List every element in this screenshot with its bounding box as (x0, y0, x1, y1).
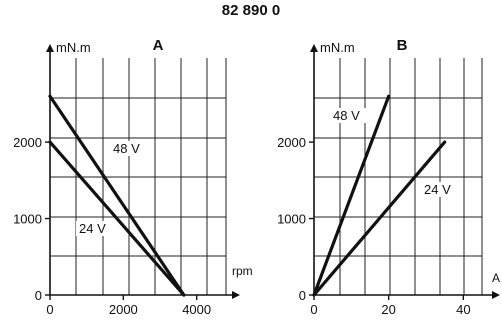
series-line (48, 140, 186, 297)
series-line (48, 94, 186, 297)
series-line (312, 140, 447, 297)
y-tick-label: 2000 (277, 135, 306, 150)
y-tick-label: 1000 (277, 212, 306, 227)
y-axis-arrow (46, 44, 54, 52)
x-axis-arrow (232, 291, 240, 299)
x-tick-label: 20 (381, 302, 395, 317)
series-label-background (76, 221, 114, 236)
y-tick-label: 0 (35, 288, 42, 303)
y-axis-label: mN.m (56, 40, 91, 55)
x-tick-label: 0 (46, 302, 53, 317)
y-axis-label: mN.m (320, 40, 355, 55)
y-tick-label: 2000 (13, 135, 42, 150)
x-tick-label: 40 (456, 302, 470, 317)
series-label-background (110, 141, 148, 156)
x-tick-label: 2000 (109, 302, 138, 317)
page-title: 82 890 0 (221, 2, 281, 19)
x-tick-label: 0 (310, 302, 317, 317)
series-label-background (330, 108, 368, 123)
series-line (312, 94, 391, 297)
series-label: 24 V (424, 182, 451, 197)
y-tick-label: 1000 (13, 212, 42, 227)
panel-label: B (397, 37, 408, 54)
series-label: 48 V (113, 141, 140, 156)
series-label-background (421, 182, 459, 197)
panel-label: A (153, 37, 164, 54)
x-axis-label: rpm (232, 264, 253, 278)
x-axis-label: A (492, 271, 500, 285)
x-tick-label: 4000 (182, 302, 211, 317)
y-axis-arrow (310, 44, 318, 52)
series-label: 48 V (333, 108, 360, 123)
y-tick-label: 0 (299, 288, 306, 303)
series-label: 24 V (79, 221, 106, 236)
x-axis-arrow (492, 291, 500, 299)
